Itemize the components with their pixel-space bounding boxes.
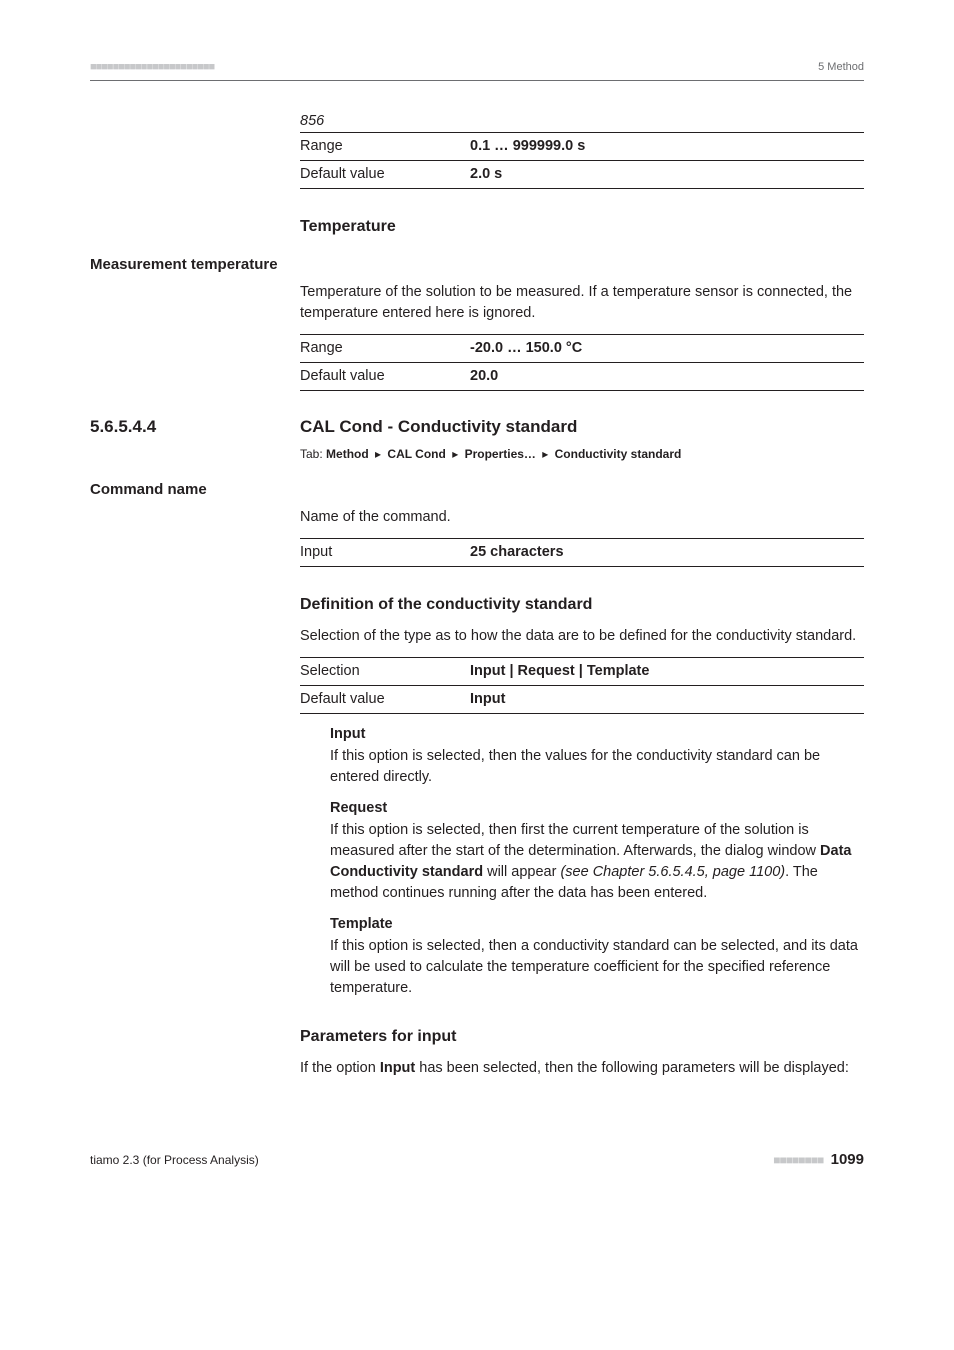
header-dots: ■■■■■■■■■■■■■■■■■■■■■■ — [90, 60, 214, 76]
tab-part: Conductivity standard — [555, 447, 682, 461]
tab-prefix: Tab: — [300, 447, 323, 461]
param-label: Range — [300, 132, 470, 160]
command-name-label: Command name — [90, 479, 864, 501]
text: has been selected, then the following pa… — [415, 1060, 849, 1076]
param-label: Default value — [300, 362, 470, 390]
measurement-temperature-body: Temperature of the solution to be measur… — [300, 282, 864, 324]
param-table-856: Range 0.1 … 999999.0 s Default value 2.0… — [300, 132, 864, 189]
command-name-body: Name of the command. — [300, 507, 864, 528]
text: If this option is selected, then first t… — [330, 822, 820, 859]
table-row: Default value Input — [300, 686, 864, 714]
option-template-term: Template — [330, 914, 864, 935]
footer-right: ■■■■■■■■ 1099 — [773, 1149, 864, 1171]
table-row: Selection Input | Request | Template — [300, 658, 864, 686]
parameters-input-heading: Parameters for input — [300, 1025, 864, 1048]
table-row: Input 25 characters — [300, 538, 864, 566]
param-label: Default value — [300, 160, 470, 188]
bold-text: Input — [380, 1060, 415, 1076]
section-number: 5.6.5.4.4 — [90, 415, 300, 440]
table-row: Default value 2.0 s — [300, 160, 864, 188]
param-block-label-856: 856 — [300, 111, 864, 132]
measurement-temperature-label: Measurement temperature — [90, 254, 864, 276]
definition-body: Selection of the type as to how the data… — [300, 626, 864, 647]
chevron-icon: ▸ — [542, 447, 548, 461]
page-number: 1099 — [831, 1151, 864, 1168]
table-row: Range 0.1 … 999999.0 s — [300, 132, 864, 160]
option-input-term: Input — [330, 724, 864, 745]
param-label: Range — [300, 334, 470, 362]
option-list: Input If this option is selected, then t… — [330, 724, 864, 999]
tab-part: CAL Cond — [387, 447, 445, 461]
chevron-icon: ▸ — [375, 447, 381, 461]
option-input-body: If this option is selected, then the val… — [330, 746, 864, 788]
param-value: 25 characters — [470, 538, 864, 566]
param-value: 20.0 — [470, 362, 864, 390]
text: will appear — [483, 864, 560, 880]
param-label: Default value — [300, 686, 470, 714]
table-row: Range -20.0 … 150.0 °C — [300, 334, 864, 362]
option-template-body: If this option is selected, then a condu… — [330, 936, 864, 999]
measurement-temp-table: Range -20.0 … 150.0 °C Default value 20.… — [300, 334, 864, 391]
param-label: Input — [300, 538, 470, 566]
footer-left: tiamo 2.3 (for Process Analysis) — [90, 1152, 259, 1169]
param-value: 0.1 … 999999.0 s — [470, 132, 864, 160]
footer-dots: ■■■■■■■■ — [773, 1153, 823, 1167]
option-request-term: Request — [330, 798, 864, 819]
tab-part: Method — [326, 447, 369, 461]
page-footer: tiamo 2.3 (for Process Analysis) ■■■■■■■… — [90, 1149, 864, 1171]
tab-part: Properties… — [465, 447, 536, 461]
table-row: Default value 20.0 — [300, 362, 864, 390]
tab-breadcrumb: Tab: Method ▸ CAL Cond ▸ Properties… ▸ C… — [300, 446, 864, 463]
parameters-input-body: If the option Input has been selected, t… — [300, 1058, 864, 1079]
section-title: CAL Cond - Conductivity standard — [300, 415, 577, 440]
text: If the option — [300, 1060, 380, 1076]
definition-table: Selection Input | Request | Template Def… — [300, 657, 864, 714]
param-value: -20.0 … 150.0 °C — [470, 334, 864, 362]
definition-heading: Definition of the conductivity standard — [300, 593, 864, 616]
option-request-body: If this option is selected, then first t… — [330, 820, 864, 904]
header-section-label: 5 Method — [818, 60, 864, 76]
param-value: 2.0 s — [470, 160, 864, 188]
param-value: Input | Request | Template — [470, 658, 864, 686]
command-name-table: Input 25 characters — [300, 538, 864, 567]
temperature-heading: Temperature — [300, 215, 864, 238]
section-header-row: 5.6.5.4.4 CAL Cond - Conductivity standa… — [90, 415, 864, 440]
page-top-header: ■■■■■■■■■■■■■■■■■■■■■■ 5 Method — [90, 60, 864, 81]
italic-ref: (see Chapter 5.6.5.4.5, page 1100) — [560, 864, 785, 880]
param-label: Selection — [300, 658, 470, 686]
param-value: Input — [470, 686, 864, 714]
chevron-icon: ▸ — [452, 447, 458, 461]
